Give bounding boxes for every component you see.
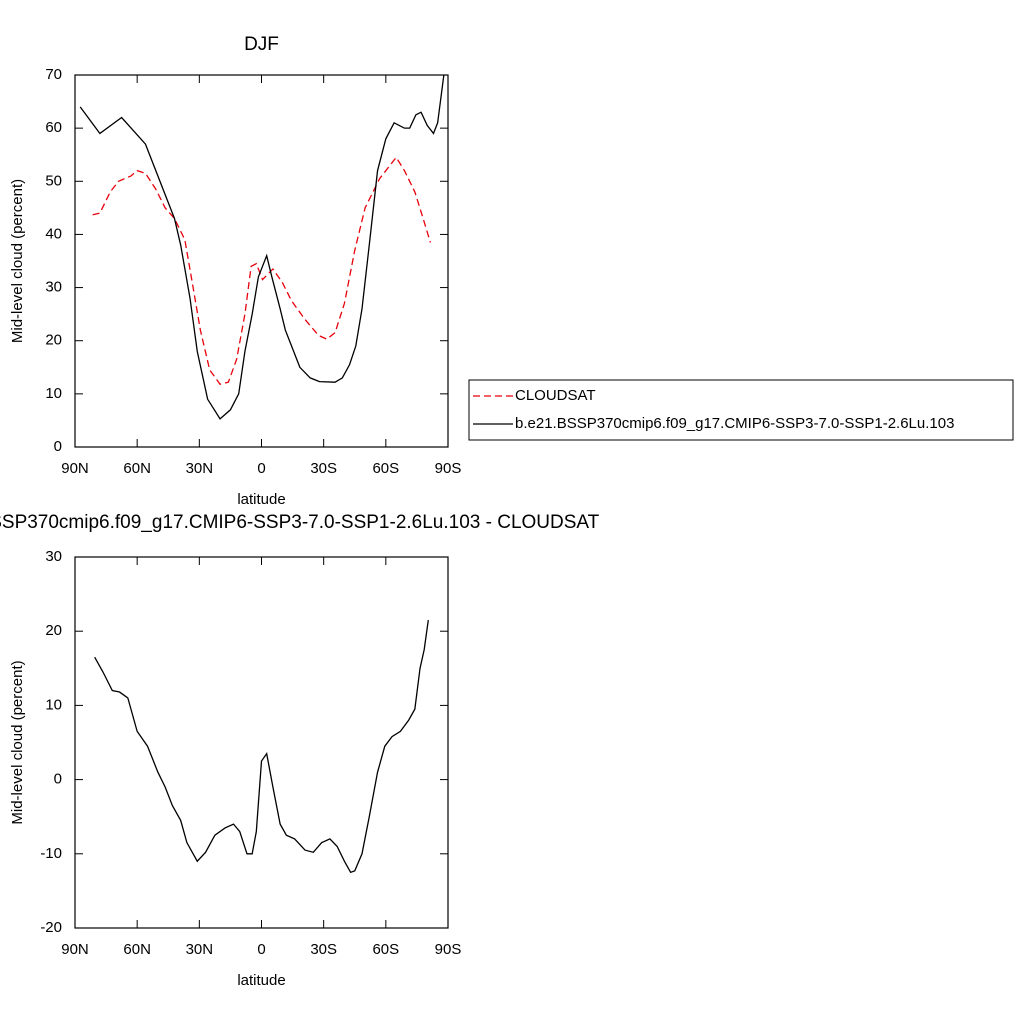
- x-tick-label: 0: [257, 460, 265, 477]
- x-tick-label: 90S: [435, 941, 462, 958]
- y-tick-label: 40: [45, 225, 62, 242]
- x-tick-label: 90S: [435, 460, 462, 477]
- y-tick-label: 0: [54, 438, 62, 455]
- x-tick-label: 60S: [372, 460, 399, 477]
- legend-box: [468, 379, 1014, 441]
- x-tick-label: 60N: [123, 460, 151, 477]
- y-tick-label: 30: [45, 279, 62, 296]
- y-tick-label: 20: [45, 622, 62, 639]
- data-line: [92, 156, 432, 386]
- y-axis-label: Mid-level cloud (percent): [9, 660, 26, 824]
- data-line: [94, 619, 429, 874]
- chart-title: b.e21.BSSP370cmip6.f09_g17.CMIP6-SSP3-7.…: [0, 512, 600, 533]
- legend-label: b.e21.BSSP370cmip6.f09_g17.CMIP6-SSP3-7.…: [515, 415, 954, 432]
- x-tick-label: 90N: [61, 460, 89, 477]
- plot-frame: [74, 556, 449, 929]
- data-line: [79, 74, 445, 420]
- x-tick-label: 30N: [186, 460, 214, 477]
- y-tick-label: -10: [40, 845, 62, 862]
- y-tick-label: 30: [45, 548, 62, 565]
- x-tick-label: 30N: [186, 941, 214, 958]
- y-tick-label: 20: [45, 332, 62, 349]
- y-tick-label: 10: [45, 696, 62, 713]
- y-tick-label: 60: [45, 119, 62, 136]
- x-axis-label: latitude: [237, 491, 285, 508]
- chart-title: DJF: [244, 34, 279, 55]
- y-tick-label: 70: [45, 66, 62, 83]
- y-tick-label: -20: [40, 919, 62, 936]
- plot-frame: [74, 74, 449, 448]
- y-axis-label: Mid-level cloud (percent): [9, 179, 26, 343]
- y-tick-label: 10: [45, 385, 62, 402]
- x-tick-label: 60S: [372, 941, 399, 958]
- y-tick-label: 50: [45, 172, 62, 189]
- x-tick-label: 60N: [123, 941, 151, 958]
- x-tick-label: 30S: [310, 460, 337, 477]
- y-tick-label: 0: [54, 771, 62, 788]
- legend-label: CLOUDSAT: [515, 387, 596, 404]
- x-axis-label: latitude: [237, 972, 285, 989]
- x-tick-label: 30S: [310, 941, 337, 958]
- x-tick-label: 0: [257, 941, 265, 958]
- x-tick-label: 90N: [61, 941, 89, 958]
